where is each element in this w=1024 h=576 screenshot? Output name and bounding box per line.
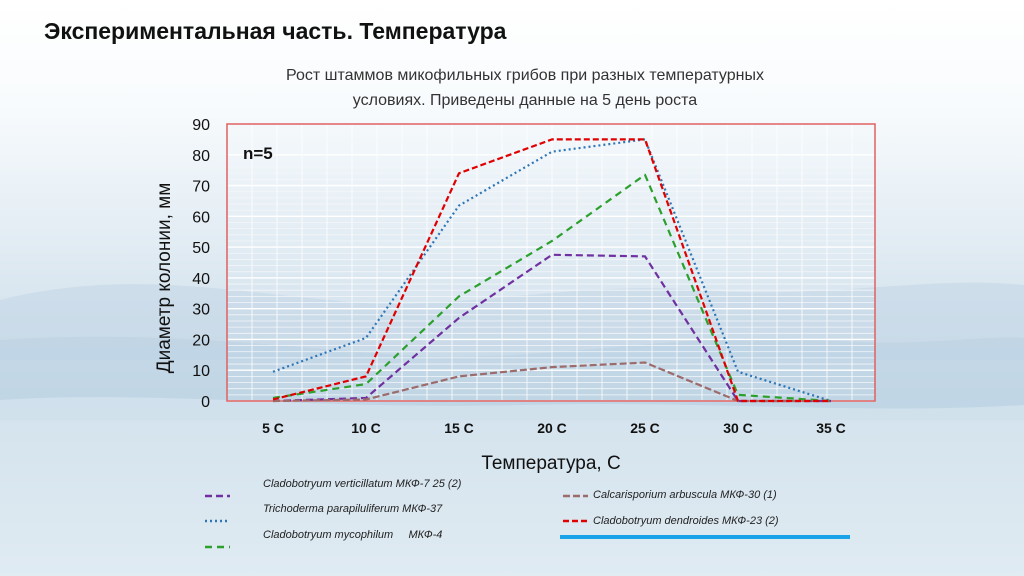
series-lines bbox=[272, 138, 832, 403]
series-line-1 bbox=[272, 253, 831, 403]
y-axis-ticks: 0 10 20 30 40 50 60 70 80 90 bbox=[192, 117, 210, 411]
y-tick-label: 40 bbox=[192, 271, 210, 288]
y-tick-label: 10 bbox=[192, 363, 210, 380]
chart-title: Рост штаммов микофильных грибов при разн… bbox=[200, 63, 850, 113]
y-axis-label: Диаметр колонии, мм bbox=[154, 183, 175, 374]
x-tick-label: 35 С bbox=[816, 420, 846, 436]
chart-grid bbox=[227, 123, 875, 402]
chart-legend: Cladobotryum verticillatum МКФ-7 25 (2) T… bbox=[205, 478, 850, 549]
y-tick-label: 0 bbox=[201, 394, 210, 411]
legend-label-5: Cladobotryum dendroides МКФ-23 (2) bbox=[593, 515, 779, 527]
legend-label-2: Trichoderma parapiluliferum МКФ-37 bbox=[263, 503, 443, 515]
sample-size-annotation: n=5 bbox=[243, 144, 273, 163]
x-tick-label: 10 С bbox=[351, 420, 381, 436]
x-tick-label: 25 С bbox=[630, 420, 660, 436]
chart-title-line-2: условиях. Приведены данные на 5 день рос… bbox=[352, 92, 698, 109]
y-tick-label: 60 bbox=[192, 209, 210, 226]
y-tick-label: 30 bbox=[192, 302, 210, 319]
y-tick-label: 80 bbox=[192, 148, 210, 165]
y-tick-label: 50 bbox=[192, 240, 210, 257]
legend-label-1: Cladobotryum verticillatum МКФ-7 25 (2) bbox=[263, 478, 462, 490]
x-tick-label: 20 С bbox=[537, 420, 567, 436]
x-tick-label: 30 С bbox=[723, 420, 753, 436]
legend-label-4: Calcarisporium arbuscula МКФ-30 (1) bbox=[593, 489, 777, 501]
y-tick-label: 20 bbox=[192, 332, 210, 349]
slide-title: Экспериментальная часть. Температура bbox=[44, 18, 507, 44]
y-tick-label: 90 bbox=[192, 117, 210, 134]
x-axis-label: Температура, С bbox=[481, 453, 620, 474]
x-axis-ticks: 5 С 10 С 15 С 20 С 25 С 30 С 35 С bbox=[262, 420, 846, 436]
x-tick-label: 5 С bbox=[262, 420, 284, 436]
plot-area-border bbox=[226, 123, 876, 402]
legend-label-3: Cladobotryum mycophilum МКФ-4 bbox=[263, 529, 442, 541]
series-line-3 bbox=[272, 173, 832, 403]
y-tick-label: 70 bbox=[192, 179, 210, 196]
x-tick-label: 15 С bbox=[444, 420, 474, 436]
chart-title-line-1: Рост штаммов микофильных грибов при разн… bbox=[286, 67, 764, 84]
series-line-5 bbox=[272, 138, 831, 403]
